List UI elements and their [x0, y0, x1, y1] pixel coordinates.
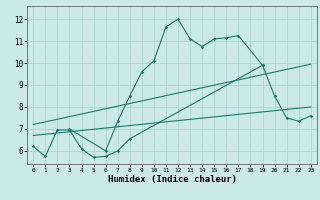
X-axis label: Humidex (Indice chaleur): Humidex (Indice chaleur) — [108, 175, 236, 184]
